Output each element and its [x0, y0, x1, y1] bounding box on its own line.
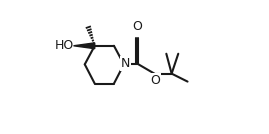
Text: HO: HO: [55, 39, 74, 52]
Text: N: N: [121, 57, 130, 70]
Text: O: O: [150, 74, 160, 87]
Polygon shape: [73, 43, 95, 49]
Text: O: O: [132, 20, 142, 33]
